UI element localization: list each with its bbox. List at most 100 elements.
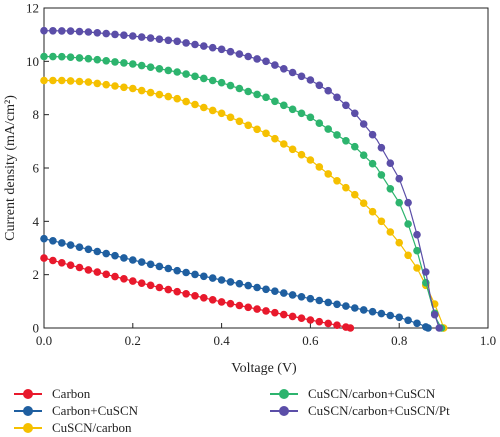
series-point-3 <box>377 171 386 179</box>
series-point-4 <box>226 47 235 56</box>
series-point-4 <box>324 86 333 95</box>
series-point-4 <box>217 45 226 54</box>
series-point-4 <box>49 27 57 35</box>
series-point-2 <box>395 238 404 247</box>
series-point-4 <box>173 37 181 46</box>
series-point-2 <box>200 103 208 112</box>
series-point-1 <box>244 281 252 290</box>
series-point-3 <box>235 84 244 93</box>
series-point-0 <box>93 268 102 276</box>
series-point-4 <box>182 39 190 47</box>
series-point-0 <box>75 263 84 272</box>
series-point-1 <box>342 302 350 310</box>
plot-frame <box>43 7 489 329</box>
series-point-2 <box>120 83 128 92</box>
series-point-3 <box>342 137 350 145</box>
series-point-0 <box>49 256 57 265</box>
series-point-1 <box>66 241 75 249</box>
series-point-3 <box>244 87 252 96</box>
series-point-4 <box>430 310 439 319</box>
y-tick-label: 4 <box>33 214 40 229</box>
series-point-1 <box>173 266 181 275</box>
series-point-1 <box>155 262 164 271</box>
x-tick-label: 0.0 <box>36 333 52 348</box>
series-point-2 <box>208 106 217 115</box>
series-point-1 <box>262 285 270 294</box>
series-point-4 <box>66 27 75 35</box>
series-point-3 <box>129 60 137 68</box>
series-point-0 <box>200 294 208 302</box>
series-point-0 <box>40 254 48 262</box>
series-point-4 <box>306 76 315 84</box>
series-point-3 <box>262 93 270 102</box>
series-point-1 <box>351 304 359 312</box>
legend-item-carbon-cuscn: Carbon+CuSCN <box>14 403 138 419</box>
series-point-2 <box>253 125 261 134</box>
series-point-0 <box>235 301 244 310</box>
series-point-3 <box>395 198 404 207</box>
series-point-2 <box>288 145 297 154</box>
series-point-1 <box>75 243 84 251</box>
series-point-2 <box>49 76 57 85</box>
series-point-1 <box>129 256 137 264</box>
series-point-2 <box>413 264 421 272</box>
series-point-0 <box>173 287 181 296</box>
series-point-0 <box>182 290 190 298</box>
series-point-0 <box>111 272 119 281</box>
series-point-4 <box>288 68 297 77</box>
series-point-1 <box>58 239 66 247</box>
series-point-4 <box>244 52 252 61</box>
legend-label: CuSCN/carbon <box>52 420 132 435</box>
series-point-4 <box>422 268 430 276</box>
series-point-2 <box>111 82 119 90</box>
series-point-4 <box>75 27 84 36</box>
series-point-0 <box>120 275 128 283</box>
series-point-3 <box>217 78 226 87</box>
series-point-1 <box>182 268 190 277</box>
series-point-3 <box>324 125 333 133</box>
series-point-1 <box>191 270 199 279</box>
series-point-0 <box>146 281 155 290</box>
series-point-4 <box>351 109 359 118</box>
series-point-4 <box>129 32 137 40</box>
series-point-2 <box>155 90 164 99</box>
series-point-0 <box>271 308 279 317</box>
series-point-2 <box>359 199 368 207</box>
series-point-2 <box>368 207 377 216</box>
series-point-1 <box>395 313 404 322</box>
series-point-1 <box>315 296 324 305</box>
series-point-4 <box>208 43 217 52</box>
series-point-3 <box>191 72 199 81</box>
series-point-2 <box>217 109 226 118</box>
series-point-2 <box>40 76 48 85</box>
series-point-0 <box>253 305 261 313</box>
series-point-4 <box>368 130 377 139</box>
series-point-0 <box>262 307 270 315</box>
series-point-2 <box>129 84 137 93</box>
series-point-1 <box>226 278 235 286</box>
series-point-2 <box>173 94 181 103</box>
y-tick-label: 2 <box>33 267 40 282</box>
series-point-2 <box>262 129 270 138</box>
x-tick-label: 0.4 <box>213 333 230 348</box>
series-point-4 <box>191 40 199 49</box>
legend-marker-icon <box>270 389 298 399</box>
series-point-3 <box>306 113 315 122</box>
series-point-1 <box>164 264 173 273</box>
series-point-1 <box>359 306 368 314</box>
legend-marker-icon <box>14 423 42 433</box>
series-point-1 <box>235 279 244 288</box>
series-point-0 <box>155 283 164 292</box>
series-point-3 <box>120 59 128 67</box>
series-point-4 <box>333 93 341 102</box>
y-tick-label: 6 <box>33 161 40 176</box>
series-point-3 <box>49 52 57 61</box>
series-point-4 <box>137 33 146 41</box>
series-point-4 <box>164 36 173 45</box>
series-point-3 <box>226 81 235 90</box>
series-point-1 <box>368 307 377 316</box>
y-axis-title: Current density (mA/cm²) <box>3 95 18 241</box>
series-point-2 <box>297 150 306 159</box>
y-tick-label: 10 <box>26 54 39 69</box>
series-point-2 <box>164 92 173 101</box>
